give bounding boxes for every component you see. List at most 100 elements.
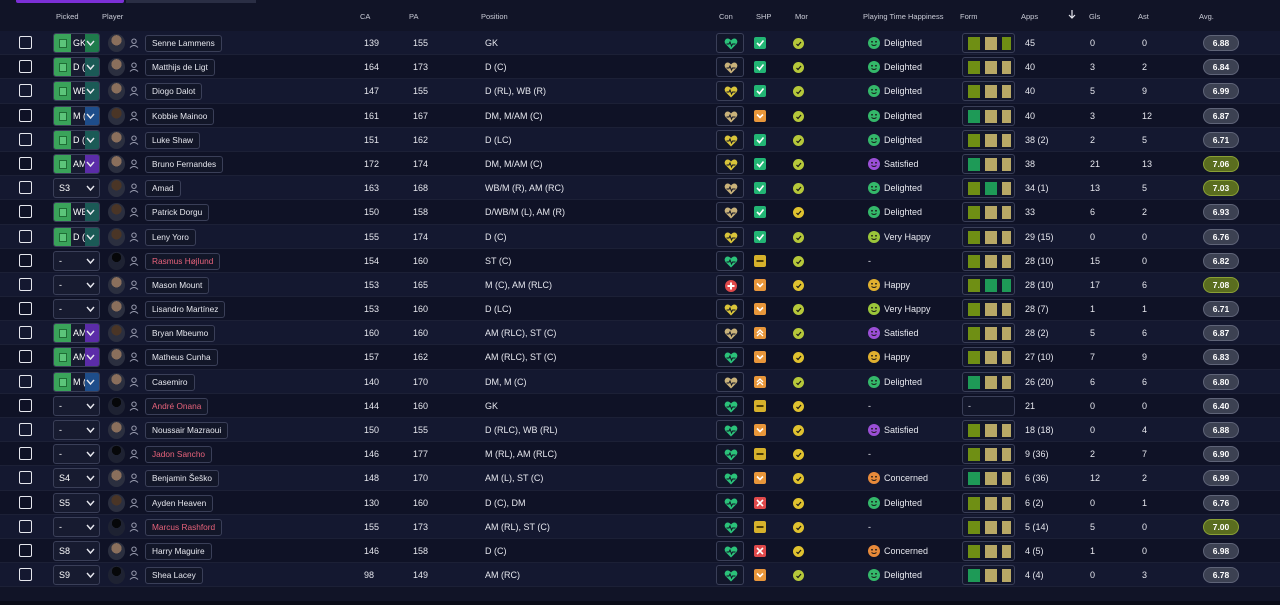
selection-dropdown[interactable]: D (C): [53, 57, 100, 78]
table-row[interactable]: WB Diogo Dalot 147 155 D (RL), WB (R) Delight…: [0, 79, 1280, 104]
form-indicator[interactable]: [962, 347, 1015, 368]
morale-icon[interactable]: [793, 400, 804, 412]
sharpness-indicator[interactable]: [754, 133, 766, 146]
select-checkbox[interactable]: [19, 374, 32, 388]
morale-icon[interactable]: [793, 497, 804, 509]
select-checkbox[interactable]: [19, 156, 32, 170]
table-row[interactable]: S8 Harry Maguire 146 158 D (C) Concerned 4 (5)…: [0, 538, 1280, 564]
player-name-link[interactable]: Benjamin Šeško: [145, 470, 219, 488]
player-name-link[interactable]: Bryan Mbeumo: [145, 325, 216, 343]
select-checkbox[interactable]: [19, 447, 32, 461]
form-indicator[interactable]: [962, 33, 1015, 53]
header-position[interactable]: Position: [481, 12, 508, 21]
form-indicator[interactable]: [962, 516, 1015, 537]
avatar[interactable]: [108, 517, 125, 536]
person-icon[interactable]: [129, 304, 139, 314]
sharpness-indicator[interactable]: [754, 496, 766, 509]
table-row[interactable]: AM Bruno Fernandes 172 174 DM, M/AM (C) Satis…: [0, 151, 1280, 177]
sharpness-indicator[interactable]: [754, 61, 766, 74]
table-row[interactable]: D (C) Matthijs de Ligt 164 173 D (C) Delighte…: [0, 55, 1280, 80]
player-name-link[interactable]: Senne Lammens: [145, 35, 222, 52]
select-checkbox[interactable]: [19, 568, 32, 582]
avatar[interactable]: [108, 541, 125, 560]
condition-indicator[interactable]: [716, 129, 744, 150]
player-name-link[interactable]: Luke Shaw: [145, 131, 201, 149]
person-icon[interactable]: [129, 328, 139, 339]
form-indicator[interactable]: -: [962, 395, 1015, 416]
player-name-link[interactable]: Diogo Dalot: [145, 83, 203, 101]
person-icon[interactable]: [129, 401, 139, 411]
avatar[interactable]: [108, 82, 125, 101]
table-row[interactable]: - Lisandro Martínez 153 160 D (LC) Very Happy…: [0, 297, 1280, 322]
select-checkbox[interactable]: [19, 108, 32, 122]
avatar[interactable]: [108, 154, 125, 173]
person-icon[interactable]: [129, 498, 139, 508]
active-tab-indicator[interactable]: [16, 0, 124, 3]
select-checkbox[interactable]: [19, 60, 32, 74]
header-ast[interactable]: Ast: [1138, 12, 1149, 21]
select-checkbox[interactable]: [19, 181, 32, 195]
select-checkbox[interactable]: [19, 519, 32, 533]
condition-indicator[interactable]: [716, 371, 744, 392]
player-name-link[interactable]: Matheus Cunha: [145, 349, 218, 367]
condition-indicator[interactable]: [716, 202, 744, 223]
person-icon[interactable]: [129, 111, 139, 121]
person-icon[interactable]: [129, 159, 139, 169]
avatar[interactable]: [108, 445, 125, 464]
sharpness-indicator[interactable]: [754, 569, 766, 582]
morale-icon[interactable]: [793, 328, 804, 340]
table-row[interactable]: - Noussair Mazraoui 150 155 D (RLC), WB (RL)…: [0, 418, 1280, 443]
morale-icon[interactable]: [793, 545, 804, 557]
player-name-link[interactable]: André Onana: [145, 397, 209, 415]
inactive-tab-indicator[interactable]: [126, 0, 256, 3]
person-icon[interactable]: [129, 232, 139, 242]
header-apps[interactable]: Apps: [1021, 12, 1039, 21]
condition-indicator[interactable]: [716, 323, 744, 344]
sharpness-indicator[interactable]: [754, 399, 766, 412]
sharpness-indicator[interactable]: [754, 424, 766, 436]
player-name-link[interactable]: Shea Lacey: [145, 567, 203, 585]
player-name-link[interactable]: Mason Mount: [145, 276, 210, 294]
selection-dropdown[interactable]: D (L): [53, 129, 100, 150]
person-icon[interactable]: [129, 522, 139, 532]
player-name-link[interactable]: Ayden Heaven: [145, 494, 214, 512]
select-checkbox[interactable]: [19, 423, 32, 436]
table-row[interactable]: S4 Benjamin Šeško 148 170 AM (L), ST (C) Conc…: [0, 466, 1280, 491]
select-checkbox[interactable]: [19, 326, 32, 340]
morale-icon[interactable]: [793, 279, 804, 291]
sharpness-indicator[interactable]: [754, 472, 766, 485]
condition-indicator[interactable]: [716, 299, 744, 320]
avatar[interactable]: [108, 130, 125, 149]
select-checkbox[interactable]: [19, 253, 32, 267]
person-icon[interactable]: [129, 473, 139, 484]
arrow-down-icon[interactable]: [1067, 9, 1077, 22]
condition-indicator[interactable]: [716, 492, 744, 513]
person-icon[interactable]: [129, 86, 139, 97]
sharpness-indicator[interactable]: [754, 303, 766, 316]
morale-icon[interactable]: [793, 134, 804, 146]
condition-indicator[interactable]: [716, 347, 744, 368]
table-row[interactable]: - Rasmus Højlund 154 160 ST (C) - 28 (10) 15 0 6.…: [0, 248, 1280, 273]
condition-indicator[interactable]: [716, 33, 744, 53]
header-playing-time-happiness[interactable]: Playing Time Happiness: [863, 12, 944, 21]
form-indicator[interactable]: [962, 299, 1015, 320]
sharpness-indicator[interactable]: [754, 448, 766, 461]
sharpness-indicator[interactable]: [754, 375, 766, 388]
player-name-link[interactable]: Marcus Rashford: [145, 518, 223, 536]
selection-dropdown[interactable]: -: [53, 274, 100, 295]
morale-icon[interactable]: [793, 570, 804, 582]
avatar[interactable]: [108, 58, 125, 77]
selection-dropdown[interactable]: -: [53, 250, 100, 271]
select-checkbox[interactable]: [19, 302, 32, 316]
sharpness-indicator[interactable]: [754, 254, 766, 267]
selection-dropdown[interactable]: D (C): [53, 226, 100, 247]
table-row[interactable]: - Marcus Rashford 155 173 AM (RL), ST (C) - 5 …: [0, 514, 1280, 539]
select-checkbox[interactable]: [19, 277, 32, 291]
sharpness-indicator[interactable]: [754, 109, 766, 122]
morale-icon[interactable]: [793, 86, 804, 98]
form-indicator[interactable]: [962, 274, 1015, 295]
player-name-link[interactable]: Bruno Fernandes: [145, 155, 224, 173]
sharpness-indicator[interactable]: [754, 37, 766, 49]
condition-indicator[interactable]: [716, 468, 744, 489]
select-checkbox[interactable]: [19, 471, 32, 485]
